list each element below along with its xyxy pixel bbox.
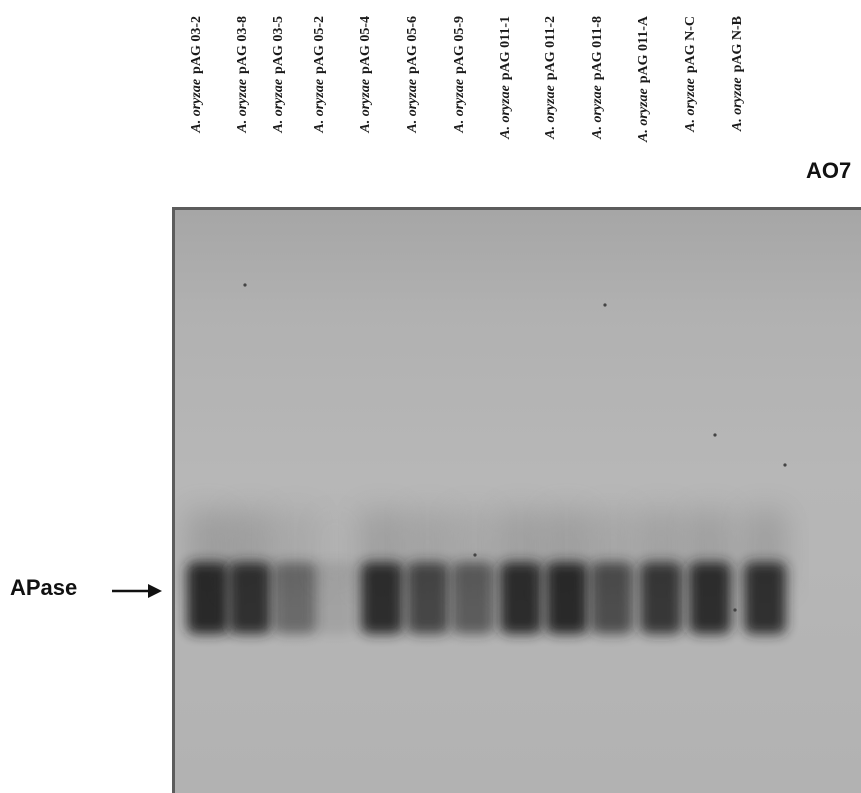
band-2 <box>228 510 272 634</box>
band-6 <box>406 510 450 634</box>
right-arrow-icon <box>112 584 162 598</box>
gel-speck <box>713 433 717 437</box>
lane-label-strain: pAG 05-4 <box>358 16 373 74</box>
band-11 <box>639 510 683 634</box>
lane-label: A. oryzae pAG 03-2 <box>187 16 207 192</box>
apase-marker-label: APase <box>10 575 78 600</box>
band-7 <box>451 510 495 634</box>
gel-speck <box>243 283 247 287</box>
lane-label: A. oryzae pAG 011-2 <box>541 16 561 192</box>
lane-label: A. oryzae pAG 05-6 <box>403 16 423 192</box>
gel-image <box>172 207 861 793</box>
gel-speck <box>473 553 477 557</box>
lane-label-strain: pAG N-B <box>730 16 745 73</box>
lane-label-species: A. oryzae <box>730 77 745 132</box>
lane-label: A. oryzae pAG 05-2 <box>310 16 330 192</box>
lane-label-species: A. oryzae <box>452 78 467 133</box>
lane-label: A. oryzae pAG 03-8 <box>233 16 253 192</box>
lane-label-strain: pAG 011-8 <box>590 16 605 81</box>
band-1 <box>186 510 230 634</box>
lane-label-species: A. oryzae <box>498 85 513 139</box>
lane-label-strain: pAG 011-2 <box>543 16 558 81</box>
lane-label-species: A. oryzae <box>590 85 605 139</box>
lane-label-strain: pAG 03-2 <box>189 16 204 74</box>
lane-label-species: A. oryzae <box>235 78 250 133</box>
gel-speck <box>783 463 787 467</box>
band-8 <box>499 510 543 634</box>
band-13 <box>743 510 787 634</box>
lane-label-species: A. oryzae <box>312 78 327 133</box>
lane-label-strain: pAG 03-5 <box>271 16 286 74</box>
band-4 <box>314 562 356 634</box>
lane-label-species: A. oryzae <box>271 78 286 133</box>
lane-label-strain: pAG 05-6 <box>405 16 420 74</box>
lane-label: A. oryzae pAG 011-1 <box>496 16 516 192</box>
lane-label-strain: pAG 05-2 <box>312 16 327 74</box>
band-10 <box>590 510 634 634</box>
lane-label-strain: pAG 011-A <box>636 16 651 84</box>
lane-label-species: A. oryzae <box>189 78 204 133</box>
gel-speck <box>733 608 737 612</box>
lane-label: A. oryzae pAG 011-8 <box>588 16 608 192</box>
band-5 <box>360 510 404 634</box>
band-3 <box>273 510 317 634</box>
lane-label-species: A. oryzae <box>683 78 698 132</box>
lane-label: A. oryzae pAG 05-9 <box>450 16 470 192</box>
lane-label: A. oryzae pAG 05-4 <box>356 16 376 192</box>
lane-label-strain: pAG 05-9 <box>452 16 467 74</box>
lane-label-species: A. oryzae <box>405 78 420 133</box>
control-lane-label: AO7 <box>806 158 852 183</box>
lane-label-strain: pAG 011-1 <box>498 16 513 81</box>
gel-speck <box>603 303 607 307</box>
lane-label: A. oryzae pAG 011-A <box>634 16 654 192</box>
lane-label-strain: pAG N-C <box>683 16 698 74</box>
lane-label-species: A. oryzae <box>636 88 651 142</box>
lane-label: A. oryzae pAG N-B <box>728 16 748 192</box>
lane-labels: A. oryzaepAG 03-2 A. oryzaepAG 03-8 A. ory… <box>0 0 861 200</box>
band-12 <box>688 510 732 634</box>
gel-bands <box>186 283 787 634</box>
lane-label-strain: pAG 03-8 <box>235 16 250 74</box>
lane-label: A. oryzae pAG 03-5 <box>269 16 289 192</box>
lane-label-species: A. oryzae <box>543 85 558 139</box>
lane-label: A. oryzae pAG N-C <box>681 16 701 192</box>
lane-label-species: A. oryzae <box>358 78 373 133</box>
band-9 <box>545 510 589 634</box>
